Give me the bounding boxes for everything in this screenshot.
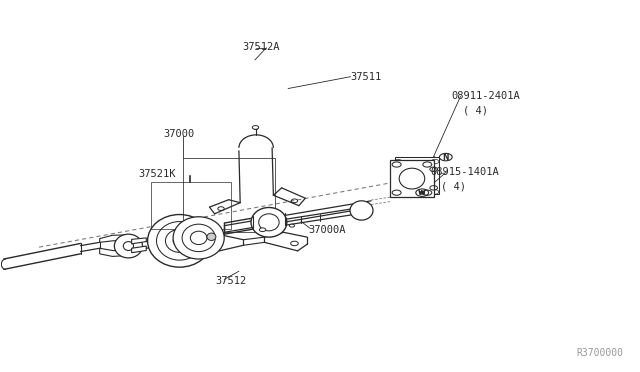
Ellipse shape — [403, 166, 431, 188]
Ellipse shape — [251, 208, 287, 237]
Text: 08911-2401A: 08911-2401A — [452, 91, 520, 101]
Bar — [396, 157, 439, 194]
Text: w: w — [418, 188, 426, 197]
Text: 37000A: 37000A — [308, 225, 346, 235]
Text: N: N — [442, 153, 449, 161]
Ellipse shape — [350, 201, 373, 220]
Polygon shape — [100, 248, 125, 256]
Ellipse shape — [173, 217, 224, 259]
Bar — [151, 182, 230, 229]
Circle shape — [259, 228, 266, 232]
Text: 37000: 37000 — [164, 129, 195, 139]
Text: R3700000: R3700000 — [577, 348, 623, 358]
Bar — [182, 158, 275, 232]
Text: ( 4): ( 4) — [442, 182, 467, 191]
Text: 37512A: 37512A — [242, 42, 280, 52]
Bar — [390, 160, 434, 197]
Ellipse shape — [399, 168, 425, 189]
Text: ( 4): ( 4) — [463, 106, 488, 116]
Text: 37511: 37511 — [351, 72, 382, 82]
Circle shape — [420, 191, 425, 194]
Polygon shape — [100, 235, 125, 242]
Circle shape — [289, 224, 294, 227]
Ellipse shape — [207, 233, 216, 240]
Polygon shape — [132, 238, 147, 244]
Text: 37512: 37512 — [215, 276, 246, 285]
Circle shape — [252, 126, 259, 129]
Text: 37521K: 37521K — [138, 169, 175, 179]
Ellipse shape — [148, 215, 211, 267]
Ellipse shape — [115, 234, 143, 258]
Polygon shape — [132, 246, 147, 253]
Text: 08915-1401A: 08915-1401A — [431, 167, 499, 177]
